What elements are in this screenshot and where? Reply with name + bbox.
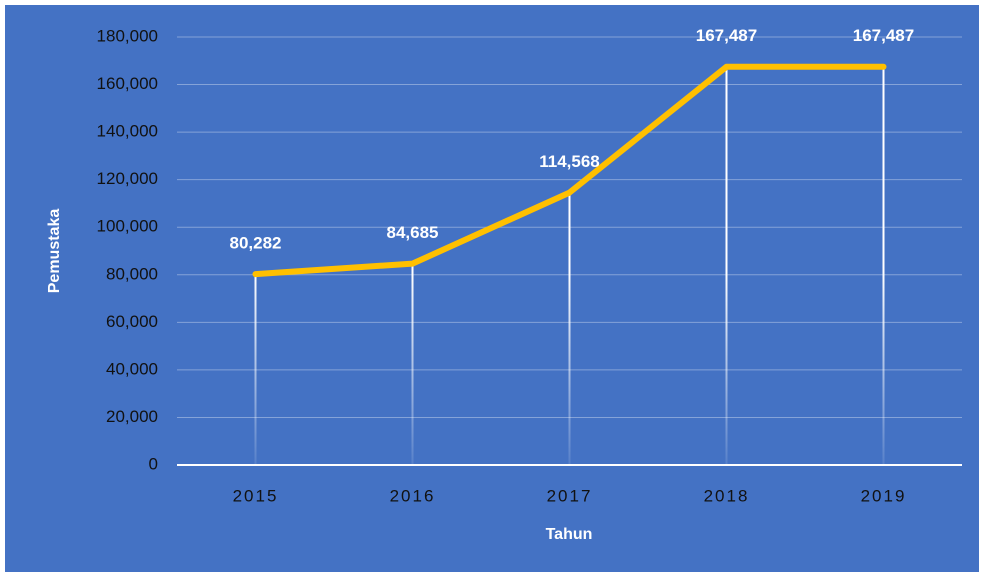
x-tick-label: 2017 <box>547 486 593 505</box>
y-tick-label: 140,000 <box>97 122 158 141</box>
x-tick-label: 2015 <box>233 486 279 505</box>
data-label: 167,487 <box>696 26 757 45</box>
y-tick-label: 120,000 <box>97 169 158 188</box>
y-tick-label: 60,000 <box>106 312 158 331</box>
y-tick-label: 40,000 <box>106 359 158 378</box>
y-tick-label: 20,000 <box>106 407 158 426</box>
line-series <box>252 63 887 278</box>
chart-background <box>5 5 979 572</box>
y-axis-title: Pemustaka <box>46 209 63 294</box>
y-tick-label: 0 <box>149 454 158 473</box>
y-tick-label: 80,000 <box>106 264 158 283</box>
x-axis-title: Tahun <box>546 526 593 543</box>
x-tick-label: 2018 <box>704 486 750 505</box>
data-label: 167,487 <box>853 26 914 45</box>
data-label: 84,685 <box>387 223 439 242</box>
y-tick-label: 100,000 <box>97 217 158 236</box>
data-label: 114,568 <box>539 152 600 171</box>
x-tick-label: 2019 <box>861 486 907 505</box>
y-tick-label: 180,000 <box>97 26 158 45</box>
y-tick-label: 160,000 <box>97 74 158 93</box>
data-label: 80,282 <box>230 234 282 253</box>
x-tick-label: 2016 <box>390 486 436 505</box>
